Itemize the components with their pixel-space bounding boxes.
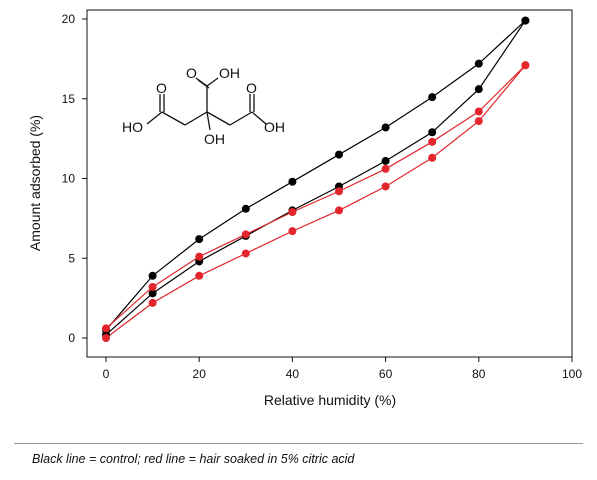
series-line-2	[105, 20, 526, 336]
chart-figure: 0 5 10 15 20 0 20 40 60 80 100 Relative humidity …	[27, 9, 582, 408]
bond	[184, 111, 208, 126]
data-point-series-4	[335, 206, 343, 215]
data-point-series-1	[195, 235, 204, 244]
data-point-series-4	[241, 249, 250, 258]
caption-divider	[14, 443, 583, 444]
data-point-series-1	[288, 177, 297, 186]
data-point-series-2	[428, 128, 437, 137]
y-tick-label: 20	[62, 12, 76, 26]
molecule-label-left-o: O	[156, 80, 167, 96]
bond	[161, 111, 186, 126]
data-point-series-4	[195, 271, 204, 280]
data-point-series-1	[335, 150, 343, 159]
data-point-series-3	[381, 164, 390, 173]
molecule-label-right-o: O	[246, 80, 257, 96]
bond	[206, 77, 219, 87]
data-point-series-4	[381, 182, 390, 191]
bond	[206, 111, 211, 131]
y-tick-label: 0	[68, 331, 75, 345]
y-tick-label: 10	[62, 172, 76, 186]
data-point-series-1	[241, 204, 250, 213]
data-point-series-4	[288, 227, 297, 236]
data-point-series-4	[521, 61, 530, 70]
series-line-4	[105, 64, 526, 339]
data-point-series-3	[148, 282, 157, 291]
data-point-series-3	[195, 252, 204, 261]
y-axis-ticks: 0 5 10 15 20	[62, 12, 87, 345]
series-layer	[102, 16, 530, 342]
y-tick-label: 5	[68, 251, 75, 265]
data-point-series-3	[102, 324, 110, 333]
data-point-series-4	[474, 117, 483, 126]
molecule-label-right-oh: OH	[264, 119, 285, 135]
data-point-series-1	[474, 59, 483, 68]
x-tick-label: 40	[286, 367, 300, 381]
molecule-label-top-oh: OH	[219, 65, 240, 81]
data-point-series-2	[474, 85, 483, 94]
molecule-label-center-oh: OH	[204, 131, 225, 147]
data-point-series-4	[148, 298, 157, 307]
x-tick-label: 20	[193, 367, 207, 381]
data-point-series-3	[428, 137, 437, 146]
bond	[251, 111, 267, 125]
x-tick-label: 0	[103, 367, 110, 381]
data-point-series-2	[381, 156, 390, 165]
figure-caption: Black line = control; red line = hair so…	[32, 452, 355, 466]
molecule-label-ho: HO	[122, 119, 143, 135]
data-point-series-2	[148, 289, 157, 298]
plot-frame	[86, 9, 573, 358]
citric-acid-structure	[146, 77, 267, 131]
data-point-series-2	[521, 16, 530, 25]
bond	[229, 111, 253, 126]
data-point-series-3	[335, 187, 343, 196]
data-point-series-1	[148, 271, 157, 280]
molecule-label-top-o: O	[186, 65, 197, 81]
x-tick-label: 80	[472, 367, 486, 381]
y-axis-title: Amount adsorbed (%)	[27, 115, 43, 251]
data-point-series-1	[428, 93, 437, 102]
x-tick-label: 60	[379, 367, 393, 381]
data-point-series-3	[474, 107, 483, 116]
x-axis-title: Relative humidity (%)	[264, 392, 396, 408]
bond	[206, 111, 231, 126]
data-point-series-4	[102, 334, 110, 342]
data-point-series-4	[428, 153, 437, 162]
bond	[146, 111, 163, 125]
x-tick-label: 100	[562, 367, 582, 381]
plot-area: 0 5 10 15 20 0 20 40 60 80 100	[62, 9, 582, 381]
data-point-series-3	[241, 230, 250, 239]
series-line-3	[105, 64, 526, 329]
data-point-series-3	[288, 207, 297, 216]
series-line-1	[105, 20, 526, 331]
bond	[197, 79, 210, 89]
y-tick-label: 15	[62, 92, 76, 106]
data-point-series-1	[381, 123, 390, 132]
x-axis-ticks: 0 20 40 60 80 100	[103, 357, 582, 381]
